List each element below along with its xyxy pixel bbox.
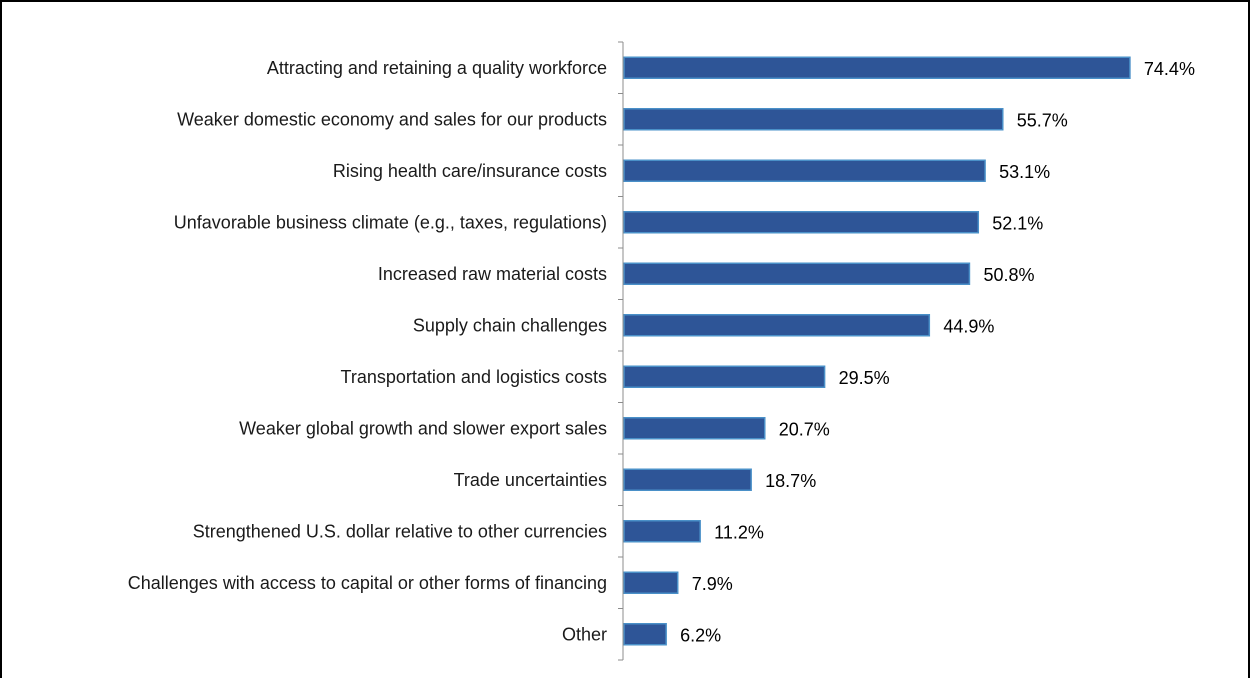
category-label: Transportation and logistics costs xyxy=(341,367,607,387)
bar xyxy=(623,56,1131,79)
category-label: Weaker domestic economy and sales for ou… xyxy=(177,109,607,129)
bar xyxy=(623,108,1004,131)
category-label: Attracting and retaining a quality workf… xyxy=(267,58,607,78)
value-label: 74.4% xyxy=(1144,59,1195,79)
value-label: 52.1% xyxy=(992,213,1043,233)
category-label: Increased raw material costs xyxy=(378,264,607,284)
category-label: Unfavorable business climate (e.g., taxe… xyxy=(174,212,607,232)
bar xyxy=(623,571,679,594)
bar xyxy=(623,468,752,491)
category-label: Supply chain challenges xyxy=(413,315,607,335)
bar xyxy=(623,520,701,543)
value-label: 6.2% xyxy=(680,625,721,645)
bar xyxy=(623,365,826,388)
bar xyxy=(623,159,986,182)
bar xyxy=(623,417,766,440)
value-label: 29.5% xyxy=(839,368,890,388)
category-axis xyxy=(618,41,624,661)
category-label: Weaker global growth and slower export s… xyxy=(239,418,607,438)
value-label: 7.9% xyxy=(692,574,733,594)
bar xyxy=(623,623,667,646)
value-label: 44.9% xyxy=(943,316,994,336)
bars-layer xyxy=(623,56,1131,646)
value-label: 50.8% xyxy=(983,265,1034,285)
value-label: 18.7% xyxy=(765,471,816,491)
category-label: Strengthened U.S. dollar relative to oth… xyxy=(193,521,607,541)
category-label: Challenges with access to capital or oth… xyxy=(128,573,607,593)
bar xyxy=(623,314,931,337)
bar xyxy=(623,262,971,285)
value-label: 11.2% xyxy=(714,522,764,542)
labels-layer: Attracting and retaining a quality workf… xyxy=(128,58,1195,646)
category-label: Trade uncertainties xyxy=(454,470,607,490)
value-label: 55.7% xyxy=(1017,110,1068,130)
category-label: Other xyxy=(562,624,607,644)
value-label: 20.7% xyxy=(779,419,830,439)
value-label: 53.1% xyxy=(999,162,1050,182)
category-label: Rising health care/insurance costs xyxy=(333,161,607,181)
bar xyxy=(623,211,980,234)
